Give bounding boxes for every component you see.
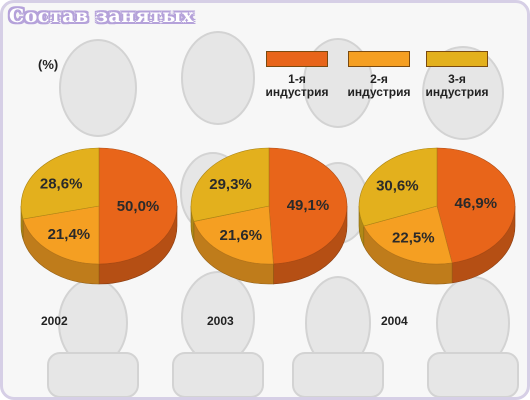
pie-charts: 50,0% 21,4% 28,6% 49,1% 21,6% 29,3% 46,9% 22,5%… <box>20 147 516 285</box>
pie-2002: 50,0% 21,4% 28,6% <box>20 147 178 285</box>
pie-2002-slice-1 <box>98 147 178 265</box>
legend-label-industry-1: 1-я индустрия <box>265 72 329 99</box>
pie-2004: 46,9% 22,5% 30,6% <box>358 147 516 285</box>
legend-item-industry-3: 3-я индустрия <box>417 51 497 99</box>
pie-2004-label-1: 46,9% <box>455 195 498 212</box>
legend-item-industry-1: 1-я индустрия <box>257 51 337 99</box>
year-label-2002: 2002 <box>41 314 68 328</box>
legend-swatch-industry-3 <box>426 51 488 67</box>
pie-2004-slice-3 <box>358 147 438 227</box>
pie-2003-label-2: 21,6% <box>220 227 263 244</box>
legend-label-industry-2: 2-я индустрия <box>347 72 411 99</box>
pie-2003-label-3: 29,3% <box>209 176 252 193</box>
legend-swatch-industry-1 <box>266 51 328 67</box>
chart-title: Состав занятых <box>9 5 194 27</box>
pie-2004-label-3: 30,6% <box>376 177 419 194</box>
pie-2003-label-1: 49,1% <box>287 197 330 214</box>
pie-2002-slice-3 <box>20 147 100 220</box>
legend-swatch-industry-2 <box>348 51 410 67</box>
legend-item-industry-2: 2-я индустрия <box>339 51 419 99</box>
unit-label: (%) <box>38 57 59 72</box>
pie-2003-slice-3 <box>190 147 270 222</box>
pie-2002-slice-2 <box>22 205 100 265</box>
pie-2004-label-2: 22,5% <box>392 229 435 246</box>
pie-2002-label-2: 21,4% <box>48 226 91 243</box>
pie-2003-slice-2 <box>193 205 274 265</box>
pie-2004-slice-1 <box>436 147 516 264</box>
pie-2002-label-3: 28,6% <box>40 176 83 193</box>
year-label-2003: 2003 <box>207 314 234 328</box>
year-label-2004: 2004 <box>381 314 408 328</box>
pie-2003: 49,1% 21,6% 29,3% <box>190 147 348 285</box>
pie-2003-slice-1 <box>268 147 348 265</box>
pie-2004-slice-2 <box>363 205 453 265</box>
pie-2002-label-1: 50,0% <box>117 198 160 215</box>
legend-label-industry-3: 3-я индустрия <box>425 72 489 99</box>
